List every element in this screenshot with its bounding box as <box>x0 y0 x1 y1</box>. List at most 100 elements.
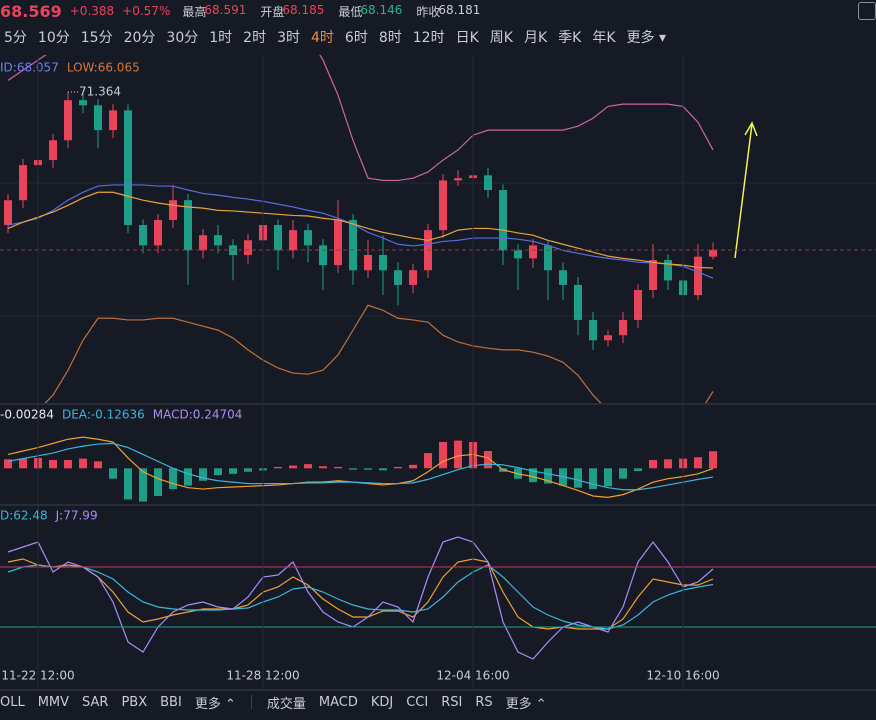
change-pct: +0.57% <box>122 4 171 18</box>
candle-body <box>349 219 357 271</box>
period-tab[interactable]: 12时 <box>412 30 445 46</box>
period-tabs: 5分 10分 15分 20分 30分 1时 2时 3时 4时 6时 8时 12时 日K 周K 月K 季K 年K 更… <box>4 26 666 48</box>
stat-label: 最低 <box>338 4 363 19</box>
indicator-tab[interactable]: RS <box>475 694 493 710</box>
period-tab[interactable]: 日K <box>455 30 479 46</box>
stat-value: 68.146 <box>360 2 403 17</box>
indicator-line <box>7 558 714 630</box>
indicator-line <box>7 536 714 660</box>
indicator-line <box>44 304 714 403</box>
max-label: 71.364 <box>79 85 121 99</box>
indicator-tab[interactable]: OLL <box>0 694 25 710</box>
candle-body <box>94 105 102 131</box>
macd-bar <box>169 468 177 490</box>
indicator-tab[interactable]: PBX <box>121 694 148 710</box>
candle-body <box>289 230 297 251</box>
period-tab[interactable]: 3时 <box>277 30 300 46</box>
candle-body <box>319 245 327 266</box>
stat: 昨收 68.181 <box>416 3 480 20</box>
period-tab[interactable]: 月K <box>523 30 548 46</box>
candle-body <box>649 260 657 291</box>
macd-bar <box>694 457 702 469</box>
macd-bar <box>289 465 297 469</box>
macd-bar <box>64 460 72 469</box>
settings-icon[interactable] <box>858 2 876 20</box>
legend-entry: D:62.48 <box>0 509 48 523</box>
macd-bar <box>319 466 327 469</box>
candle-body <box>379 254 387 271</box>
macd-bar <box>454 440 462 469</box>
period-tab[interactable]: 20分 <box>123 30 156 46</box>
macd-bar <box>304 464 312 469</box>
period-tab[interactable]: 周K <box>489 30 513 46</box>
change: +0.388 <box>69 4 115 18</box>
period-tab[interactable]: 6时 <box>344 30 368 46</box>
period-tab[interactable]: 年K <box>592 30 616 46</box>
indicator-line <box>7 55 714 182</box>
candle-body <box>19 165 27 201</box>
period-tab[interactable]: 更多 ▾ <box>626 30 667 46</box>
period-tab[interactable]: 30分 <box>166 30 199 46</box>
x-tick-label: 12-10 16:00 <box>646 669 719 683</box>
macd-bar <box>94 461 102 469</box>
period-tab[interactable]: 10分 <box>37 30 70 46</box>
indicator-tab[interactable]: SAR <box>82 694 109 710</box>
indicator-tab[interactable]: 更多 ⌃ <box>194 696 236 712</box>
legend-entry: LOW:66.065 <box>67 61 140 75</box>
candle-body <box>409 270 417 285</box>
period-tab[interactable]: 5分 <box>4 30 27 46</box>
indicator-tabs: OLL MMV SAR PBX BBI 更多 ⌃ 成交量 MACD KDJ CCI RSI RS 更多 … <box>0 690 547 714</box>
last-price: 68.569 <box>0 1 62 21</box>
indicator-tab[interactable]: RSI <box>441 694 463 710</box>
candle-body <box>664 260 672 281</box>
indicator-line <box>7 442 714 491</box>
macd-bar <box>349 468 357 470</box>
legend-entry: MACD:0.24704 <box>153 408 243 422</box>
candle-body <box>529 245 537 259</box>
macd-bar <box>544 468 552 484</box>
macd-bar <box>49 460 57 469</box>
macd-bar <box>244 468 252 472</box>
candle-body <box>304 230 312 246</box>
legend-entry: ID:68.057 <box>0 61 59 75</box>
indicator-tab[interactable]: MACD <box>318 694 358 710</box>
indicator-tab[interactable]: CCI <box>406 694 429 710</box>
period-tab[interactable]: 4时 <box>311 30 334 46</box>
macd-bar <box>649 460 657 469</box>
indicator-tab[interactable]: 更多 ⌃ <box>505 696 547 712</box>
indicator-line <box>7 191 714 269</box>
panel <box>4 436 717 502</box>
legend-entry: -0.00284 <box>0 408 54 422</box>
indicator-tab[interactable]: MMV <box>37 694 70 710</box>
period-tab[interactable]: 2时 <box>243 30 267 46</box>
candle-body <box>694 256 702 296</box>
stat-value: 68.591 <box>204 2 247 17</box>
macd-bar <box>634 468 642 472</box>
macd-bar <box>109 468 117 479</box>
candle-body <box>334 219 342 266</box>
indicator-line <box>7 564 714 630</box>
candle-body <box>109 110 117 131</box>
candle-body <box>154 219 162 246</box>
stat: 最高 68.591 <box>182 3 246 20</box>
x-tick-label: 12-04 16:00 <box>436 669 509 683</box>
period-tab[interactable]: 15分 <box>80 30 113 46</box>
candle-body <box>64 100 72 141</box>
period-tab[interactable]: 8时 <box>378 30 402 46</box>
drawn-arrow <box>734 121 758 259</box>
indicator-tab[interactable]: 成交量 <box>266 696 306 712</box>
period-tab[interactable]: 季K <box>558 30 582 46</box>
candle-body <box>604 335 612 341</box>
legend-entry: J:77.99 <box>55 509 98 523</box>
indicator-tab[interactable]: KDJ <box>370 694 394 710</box>
stat-label: 昨收 <box>416 4 441 19</box>
panel <box>7 536 714 660</box>
period-tab[interactable]: 1时 <box>209 30 233 46</box>
candle-body <box>514 250 522 259</box>
macd-bar <box>199 468 207 481</box>
stat-value: 68.185 <box>282 2 325 17</box>
indicator-tab[interactable]: BBI <box>160 694 182 710</box>
macd-bar <box>664 459 672 469</box>
candle-body <box>454 178 462 181</box>
